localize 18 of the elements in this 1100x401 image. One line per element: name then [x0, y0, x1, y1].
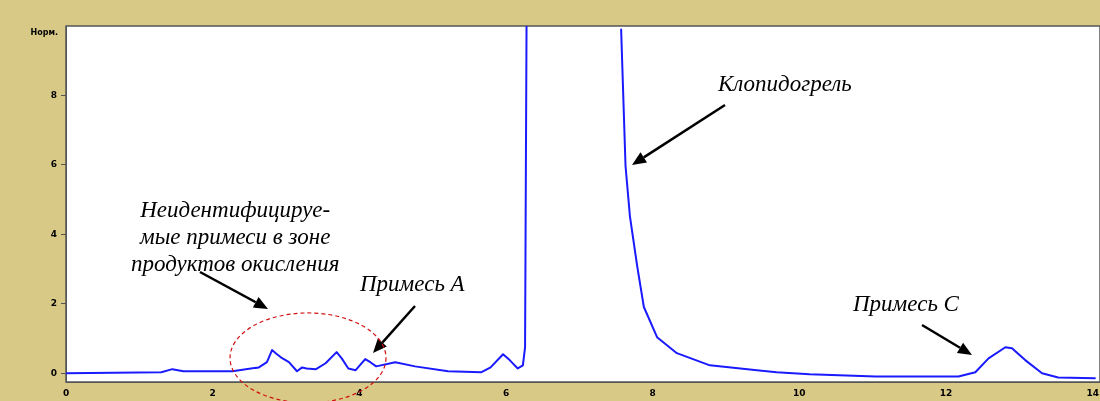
y-tick-label: 6 — [50, 159, 57, 170]
x-tick-label: 0 — [62, 387, 70, 398]
x-tick-label: 2 — [209, 387, 216, 398]
y-tick-label: 0 — [50, 367, 57, 378]
annotation: Неидентифицируе- мые примеси в зоне продуктов окисления — [131, 196, 340, 277]
x-tick-label: 8 — [649, 387, 656, 398]
x-tick-label: 4 — [356, 387, 363, 398]
annotation: Клопидогрель — [718, 70, 852, 97]
annotation: Примесь A — [360, 270, 465, 297]
y-tick-label: 8 — [50, 89, 57, 100]
annotation: Примесь C — [853, 290, 959, 317]
x-tick-label: 12 — [939, 387, 953, 398]
x-tick-label: 6 — [502, 387, 510, 398]
x-tick-label: 10 — [793, 387, 806, 398]
x-tick-label: 14 — [1086, 387, 1099, 398]
y-tick-label: 2 — [50, 298, 57, 309]
y-axis-title: Норм. — [30, 28, 58, 37]
y-tick-label: 4 — [50, 228, 57, 239]
